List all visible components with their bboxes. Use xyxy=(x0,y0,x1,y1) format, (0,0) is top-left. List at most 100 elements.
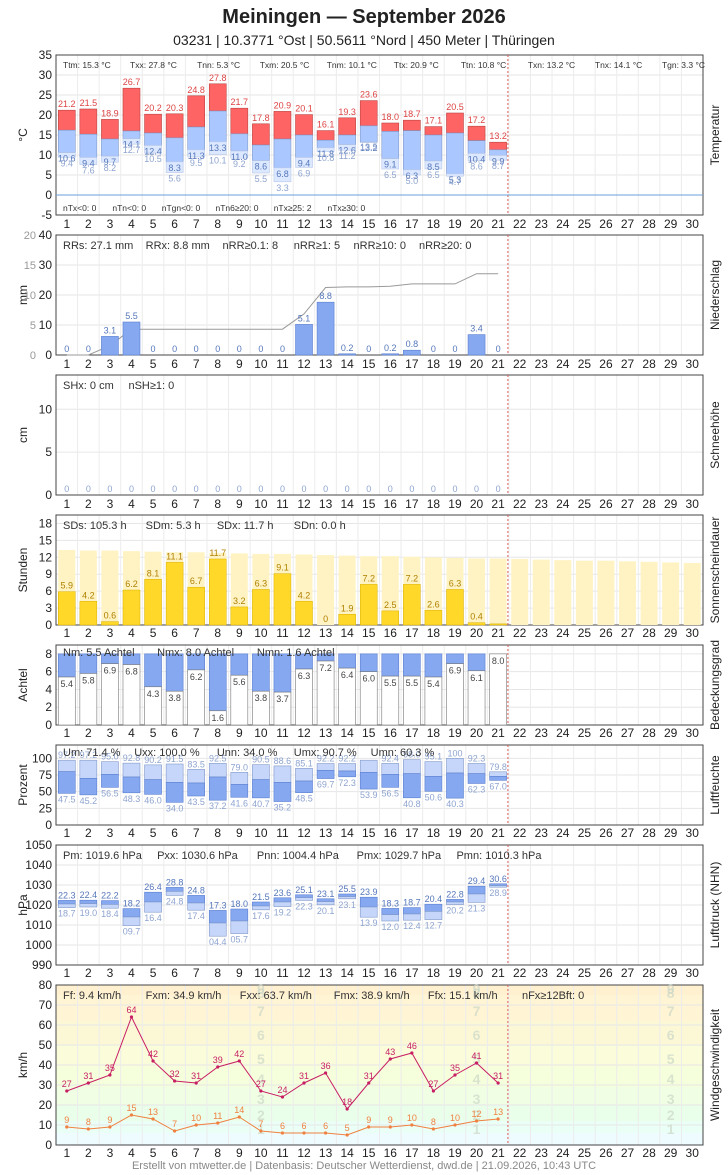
x-tick-label: 24 xyxy=(556,826,570,840)
stat-label: SDs: 105.3 h xyxy=(63,520,127,532)
y-tick-label: 1000 xyxy=(25,938,52,952)
x-tick-label: 10 xyxy=(254,497,268,511)
stat-label: Um: 71.4 % xyxy=(63,747,121,759)
clear-bar xyxy=(165,690,184,726)
y-tick-label: 5 xyxy=(45,445,52,459)
tmin-label: 5.5 xyxy=(255,174,268,184)
wind-point xyxy=(108,1125,112,1129)
y-axis-label: °C xyxy=(16,128,30,142)
tmax-label: 17.2 xyxy=(468,115,486,125)
x-tick-label: 13 xyxy=(319,626,333,640)
wind-label: 9 xyxy=(107,1115,112,1125)
wind-label: 15 xyxy=(126,1103,136,1113)
x-tick-label: 5 xyxy=(150,726,157,740)
sun-bar xyxy=(403,584,421,626)
y-tick-label: 60 xyxy=(39,1018,53,1032)
humidity-lower-bar xyxy=(316,770,335,779)
tmax-bar xyxy=(467,125,486,141)
tmin-label: 6.5 xyxy=(384,170,397,180)
tmax-label: 18.0 xyxy=(382,112,400,122)
sun-possible-bar xyxy=(424,557,442,625)
plot-frame xyxy=(55,514,704,626)
beaufort-label: 5 xyxy=(257,1051,265,1067)
tmin-bar xyxy=(79,157,98,165)
sun-possible-bar xyxy=(554,560,572,625)
x-tick-label: 20 xyxy=(470,966,484,980)
wind-point xyxy=(237,1115,241,1119)
humidity-min-label: 69.7 xyxy=(317,780,335,790)
stat-label: nTx<0: 0 xyxy=(63,203,97,213)
x-tick-label: 22 xyxy=(513,826,527,840)
x-tick-label: 22 xyxy=(513,1146,527,1160)
y-tick-label: 18 xyxy=(39,516,53,530)
cloud-label: 6.2 xyxy=(190,672,203,682)
beaufort-label: 8 xyxy=(473,985,481,1001)
precip-label: 8.8 xyxy=(319,291,332,301)
x-tick-label: 24 xyxy=(556,217,570,231)
x-tick-label: 28 xyxy=(642,966,656,980)
x-tick-label: 14 xyxy=(340,626,354,640)
x-tick-label: 23 xyxy=(535,726,549,740)
beaufort-label: 6 xyxy=(473,1027,481,1043)
humidity-upper-bar xyxy=(381,763,400,775)
pressure-lower-bar xyxy=(381,914,400,922)
y-tick-label: 0 xyxy=(45,718,52,732)
wind-point xyxy=(129,1015,134,1019)
x-tick-label: 1 xyxy=(63,726,70,740)
sun-bar xyxy=(144,579,162,626)
x-tick-label: 28 xyxy=(642,626,656,640)
pressure-lower-bar xyxy=(359,906,378,918)
tmin-bar xyxy=(467,153,486,161)
cloud-bar xyxy=(273,653,292,693)
snow-label: 0 xyxy=(151,484,156,494)
tavg-bar xyxy=(381,131,400,159)
tavg-label: 9.1 xyxy=(384,160,397,170)
humidity-lower-bar xyxy=(403,773,421,799)
pressure-upper-bar xyxy=(403,907,421,915)
sun-bar xyxy=(209,558,227,626)
x-tick-label: 9 xyxy=(236,357,243,371)
stat-label: Tnx: 14.1 °C xyxy=(595,60,642,70)
cloud-label: 6.4 xyxy=(341,670,354,680)
x-tick-label: 14 xyxy=(340,217,354,231)
tmin-label: 10.1 xyxy=(209,156,227,166)
beaufort-label: 1 xyxy=(667,1121,675,1137)
x-tick-label: 16 xyxy=(384,1146,398,1160)
pressure-max-label: 24.8 xyxy=(187,885,205,895)
wind-point xyxy=(367,1125,371,1129)
wind-label: 13 xyxy=(148,1107,158,1117)
panel-side-label: Luftdruck (NHN) xyxy=(708,862,722,949)
x-tick-label: 6 xyxy=(171,826,178,840)
tmax-label: 21.7 xyxy=(231,97,249,107)
pressure-lower-bar xyxy=(187,902,205,911)
humidity-upper-bar xyxy=(403,759,421,774)
clear-bar xyxy=(359,671,378,726)
beaufort-label: 7 xyxy=(257,1003,265,1019)
sun-possible-bar xyxy=(575,560,593,625)
pressure-upper-bar xyxy=(424,903,443,912)
humidity-max-label: 90.5 xyxy=(252,755,270,765)
x-tick-label: 25 xyxy=(578,966,592,980)
y-tick-label: 35 xyxy=(39,48,53,62)
wind-label: 41 xyxy=(472,1051,482,1061)
precip-bar xyxy=(338,353,356,356)
humidity-min-label: 40.8 xyxy=(403,799,421,809)
beaufort-label: 3 xyxy=(473,1091,481,1107)
x-tick-label: 6 xyxy=(171,357,178,371)
snow-label: 0 xyxy=(237,484,242,494)
tmax-label: 20.3 xyxy=(166,103,184,113)
tmax-bar xyxy=(144,113,162,134)
humidity-max-label: 95.0 xyxy=(101,752,119,762)
tavg-bar xyxy=(489,149,507,156)
x-tick-label: 21 xyxy=(491,497,505,511)
pressure-lower-bar xyxy=(273,901,292,907)
tmin-bar xyxy=(446,173,464,177)
x-tick-label: 23 xyxy=(535,1146,549,1160)
cloud-label: 6.9 xyxy=(449,666,462,676)
wind-label: 13 xyxy=(493,1107,503,1117)
x-tick-label: 27 xyxy=(621,357,635,371)
pressure-lower-bar xyxy=(165,891,184,896)
tmin-label: 8.7 xyxy=(492,161,505,171)
clear-bar xyxy=(101,663,119,726)
